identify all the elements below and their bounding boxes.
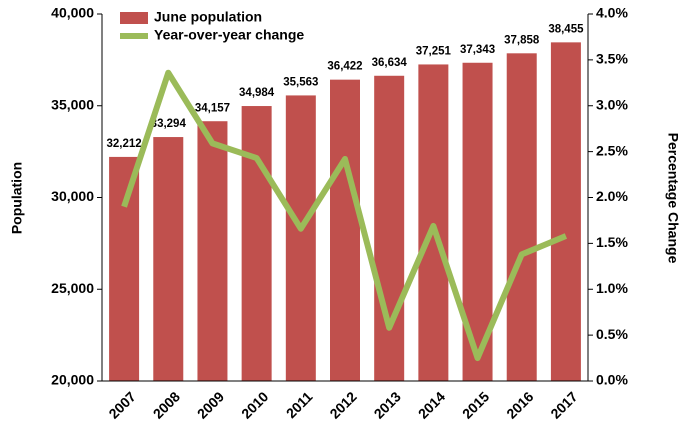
y2-tick-label: 1.5% <box>596 234 628 250</box>
y-tick-label: 30,000 <box>51 188 94 204</box>
y2-tick-label: 3.0% <box>596 96 628 112</box>
bar <box>197 121 228 381</box>
bar <box>506 53 537 382</box>
x-tick-label: 2014 <box>415 388 448 421</box>
y-tick-label: 20,000 <box>51 372 94 388</box>
y2-tick-label: 4.0% <box>596 5 628 21</box>
line-series <box>121 69 568 362</box>
x-tick-label: 2008 <box>150 388 183 421</box>
x-tick-label: 2013 <box>371 388 404 421</box>
y2-tick-label: 3.5% <box>596 51 628 67</box>
bar <box>418 64 449 381</box>
x-tick-label: 2010 <box>238 388 271 421</box>
legend-swatch <box>120 12 148 24</box>
y2-tick-label: 0.5% <box>596 326 628 342</box>
data-label: 32,212 <box>106 138 141 150</box>
x-tick-label: 2007 <box>105 388 138 421</box>
bar <box>285 95 316 382</box>
bar <box>330 79 360 381</box>
data-label: 34,157 <box>195 102 230 114</box>
bar <box>374 75 405 381</box>
data-label: 37,858 <box>504 34 540 46</box>
data-label: 36,422 <box>327 61 362 73</box>
x-tick-label: 2017 <box>547 388 580 421</box>
bar <box>153 137 184 381</box>
y2-tick-label: 1.0% <box>596 280 628 296</box>
data-label: 34,984 <box>239 87 275 99</box>
legend-label: Year-over-year change <box>154 27 304 43</box>
y-axis-label: Population <box>9 162 25 234</box>
bar <box>109 156 140 381</box>
y-tick-label: 40,000 <box>51 5 94 21</box>
bar <box>550 42 581 382</box>
y-tick-label: 25,000 <box>51 280 94 296</box>
bar <box>241 106 272 381</box>
y2-tick-label: 2.5% <box>596 142 628 158</box>
y-tick-label: 35,000 <box>51 96 94 112</box>
legend-label: June population <box>154 9 262 25</box>
x-tick-label: 2015 <box>459 388 492 421</box>
x-tick-label: 2016 <box>503 388 536 421</box>
data-label: 37,343 <box>460 44 495 56</box>
y2-tick-label: 2.0% <box>596 188 628 204</box>
data-label: 35,563 <box>283 76 318 88</box>
data-label: 38,455 <box>548 23 584 35</box>
x-tick-label: 2009 <box>194 388 227 421</box>
x-tick-label: 2011 <box>283 388 316 421</box>
data-label: 36,634 <box>372 57 408 69</box>
x-tick-label: 2012 <box>326 388 359 421</box>
data-label: 37,251 <box>416 45 452 57</box>
y2-tick-label: 0.0% <box>596 372 628 388</box>
data-label: 33,294 <box>151 118 187 130</box>
y2-axis-label: Percentage Change <box>665 133 681 264</box>
